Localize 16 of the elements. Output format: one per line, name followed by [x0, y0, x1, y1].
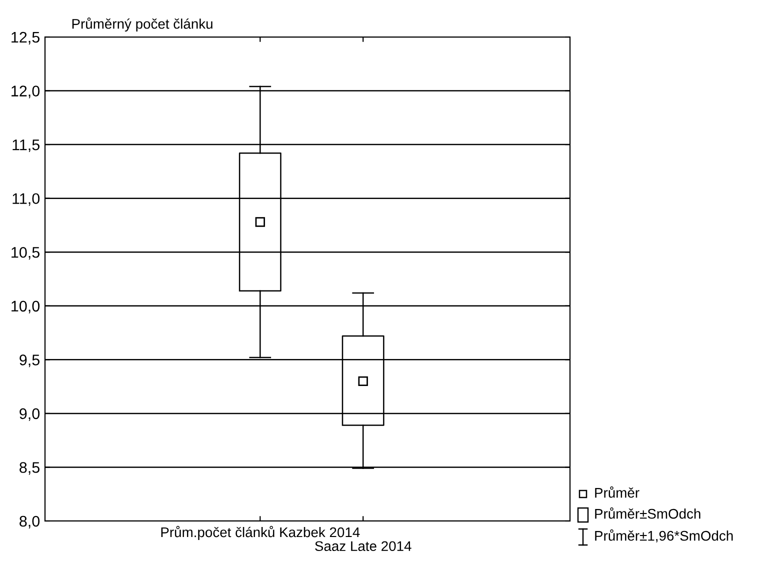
text: Průměr±SmOdch	[595, 507, 700, 519]
chart-title: Průměrný počet článku	[72, 17, 212, 32]
y-tick-label: 9,5	[20, 354, 40, 368]
y-tick-label: 12,0	[12, 86, 40, 98]
y-tick-label: 10,5	[12, 246, 40, 260]
y-tick-label: 8,5	[20, 462, 40, 475]
y-tick-label: 8,0	[20, 516, 40, 528]
y-tick-label: 10,0	[12, 300, 40, 314]
y-tick-label: 11,0	[12, 193, 40, 206]
text: Průměr±1,96*SmOdch	[595, 529, 733, 542]
y-tick-label: 12,5	[12, 32, 40, 44]
y-tick-label: 9,0	[20, 408, 40, 421]
x-tick-label: Prům.počet článků Kazbek 2014	[161, 526, 360, 540]
y-tick-label: 11,5	[12, 140, 40, 152]
x-tick-label: Saaz Late 2014	[315, 541, 412, 552]
text: Průměr	[595, 486, 640, 498]
